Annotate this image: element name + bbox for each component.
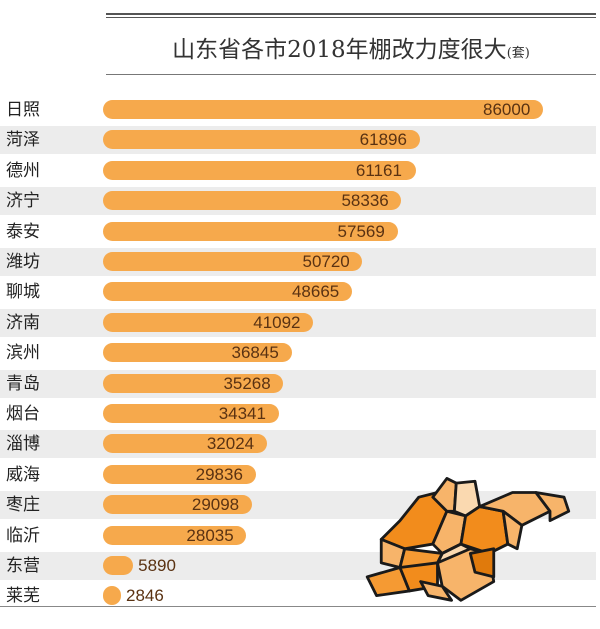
bar	[103, 556, 134, 575]
category-label: 淄博	[6, 434, 40, 455]
map-region	[501, 509, 524, 551]
value-label: 28035	[186, 525, 234, 545]
category-label: 烟台	[6, 404, 40, 424]
bar	[103, 343, 292, 363]
category-label: 莱芜	[6, 586, 40, 607]
category-label: 聊城	[6, 282, 40, 303]
map-region	[534, 491, 571, 523]
value-label: 58336	[341, 191, 389, 211]
bar	[103, 373, 284, 393]
value-label: 35268	[223, 373, 271, 393]
bar	[103, 434, 267, 454]
bar	[103, 282, 352, 302]
top-rule-thin	[106, 17, 596, 18]
chart-title: 山东省各市2018年棚改力度很大(套)	[106, 30, 596, 64]
shandong-map	[365, 477, 571, 602]
bar	[103, 252, 363, 271]
category-label: 德州	[6, 160, 40, 181]
category-label: 枣庄	[6, 495, 40, 516]
row-band	[0, 430, 596, 459]
value-label: 48665	[291, 282, 340, 302]
value-label: 50720	[302, 252, 350, 271]
value-label: 61161	[355, 160, 402, 180]
value-label: 61896	[359, 130, 407, 150]
unit-label: (套)	[506, 46, 530, 61]
value-label: 36845	[231, 343, 279, 363]
row-band	[0, 552, 596, 580]
bar	[103, 100, 543, 119]
category-label: 威海	[6, 464, 40, 485]
value-label: 5890	[138, 556, 176, 575]
bar	[103, 404, 279, 423]
category-label: 日照	[6, 100, 40, 120]
category-label: 济南	[6, 312, 40, 333]
value-label: 41092	[253, 312, 301, 332]
bar	[103, 130, 420, 150]
value-label: 34341	[218, 404, 266, 423]
bar	[103, 221, 398, 241]
bottom-rule	[0, 606, 596, 607]
category-label: 潍坊	[6, 252, 40, 272]
bar	[103, 191, 402, 211]
row-band	[0, 369, 596, 398]
bar	[103, 312, 314, 332]
value-label: 32024	[206, 434, 255, 454]
category-label: 滨州	[6, 343, 40, 364]
value-label: 57569	[337, 221, 385, 241]
map-region	[419, 580, 453, 602]
bar	[103, 464, 256, 484]
value-label: 2846	[126, 586, 164, 606]
category-label: 东营	[6, 556, 40, 576]
bar	[103, 495, 252, 515]
title-rule	[106, 74, 596, 75]
category-label: 济宁	[6, 191, 40, 212]
map-region	[468, 547, 496, 579]
value-label: 29836	[195, 464, 243, 484]
category-label: 泰安	[6, 221, 40, 242]
category-label: 青岛	[6, 373, 40, 394]
category-label: 临沂	[6, 525, 40, 546]
value-label: 29098	[191, 495, 240, 515]
value-label: 86000	[483, 100, 531, 119]
bar	[103, 525, 247, 545]
title-text: 山东省各市2018年棚改力度很大	[172, 37, 507, 63]
bar	[103, 160, 416, 180]
top-rule	[106, 13, 596, 15]
category-label: 菏泽	[6, 130, 40, 151]
bar	[103, 586, 121, 606]
